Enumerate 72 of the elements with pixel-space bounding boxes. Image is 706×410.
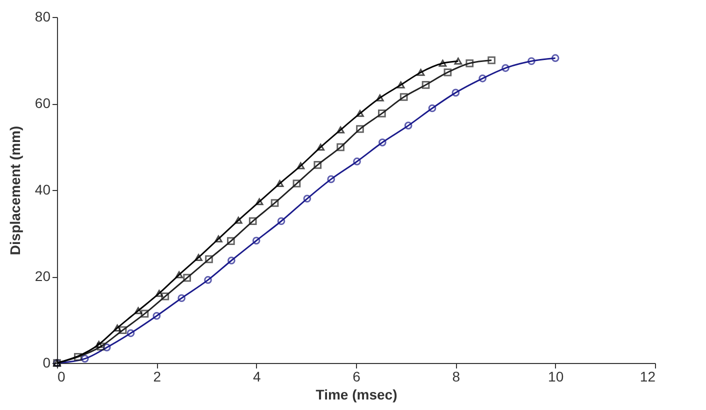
- point: [356, 125, 364, 133]
- point: [126, 329, 135, 338]
- point: [255, 198, 264, 206]
- x-tick-label: 10: [548, 368, 564, 384]
- point: [422, 80, 430, 89]
- point: [140, 310, 149, 318]
- point: [96, 342, 105, 350]
- point: [270, 199, 279, 207]
- y-tick-label: 80: [34, 8, 51, 24]
- point: [356, 110, 364, 117]
- point: [113, 324, 122, 332]
- point: [80, 354, 89, 363]
- point: [234, 216, 242, 224]
- point: [292, 180, 301, 188]
- point: [488, 56, 496, 64]
- point: [277, 217, 286, 226]
- y-tick-label: 60: [34, 95, 51, 111]
- point: [228, 256, 236, 264]
- point: [183, 274, 191, 282]
- point: [428, 104, 436, 112]
- x-tick-label: 0: [58, 368, 66, 384]
- point: [400, 93, 408, 101]
- point: [296, 162, 305, 170]
- point: [175, 271, 184, 278]
- x-tick-label: 12: [640, 368, 656, 384]
- point: [303, 194, 312, 203]
- point: [396, 81, 405, 88]
- point: [454, 58, 462, 65]
- point: [416, 68, 425, 76]
- point: [478, 74, 486, 82]
- point: [378, 138, 386, 146]
- point: [353, 158, 361, 166]
- x-tick-label: 6: [352, 368, 361, 384]
- point: [102, 344, 111, 352]
- point: [178, 294, 186, 302]
- point: [94, 340, 103, 348]
- point: [444, 68, 452, 76]
- point: [194, 254, 202, 261]
- point: [438, 60, 447, 67]
- point: [161, 292, 170, 300]
- point: [528, 57, 536, 66]
- point: [378, 110, 386, 118]
- point: [404, 122, 412, 130]
- point: [314, 161, 322, 169]
- point: [74, 353, 82, 361]
- point: [205, 255, 213, 264]
- point: [152, 312, 161, 320]
- point: [316, 144, 325, 151]
- point: [502, 64, 510, 72]
- x-axis-title: Time (msec): [316, 386, 398, 402]
- x-tick-label: 4: [252, 368, 261, 384]
- x-tick-label: 2: [153, 368, 162, 384]
- point: [327, 175, 335, 184]
- x-tick-label: 8: [452, 368, 460, 384]
- point: [204, 276, 212, 284]
- point: [336, 126, 344, 134]
- point: [336, 143, 344, 152]
- y-axis-title: Displacement (mm): [6, 126, 23, 256]
- point: [214, 235, 222, 242]
- y-tick-label: 0: [42, 354, 51, 370]
- point: [466, 59, 474, 68]
- point: [227, 237, 235, 245]
- point: [118, 326, 127, 334]
- y-tick-label: 40: [34, 182, 51, 198]
- point: [155, 290, 164, 297]
- point: [276, 180, 284, 187]
- y-tick-label: 20: [34, 268, 51, 284]
- point: [376, 94, 384, 102]
- point: [452, 88, 460, 97]
- point: [134, 307, 142, 314]
- point: [248, 217, 257, 226]
- point: [252, 236, 260, 245]
